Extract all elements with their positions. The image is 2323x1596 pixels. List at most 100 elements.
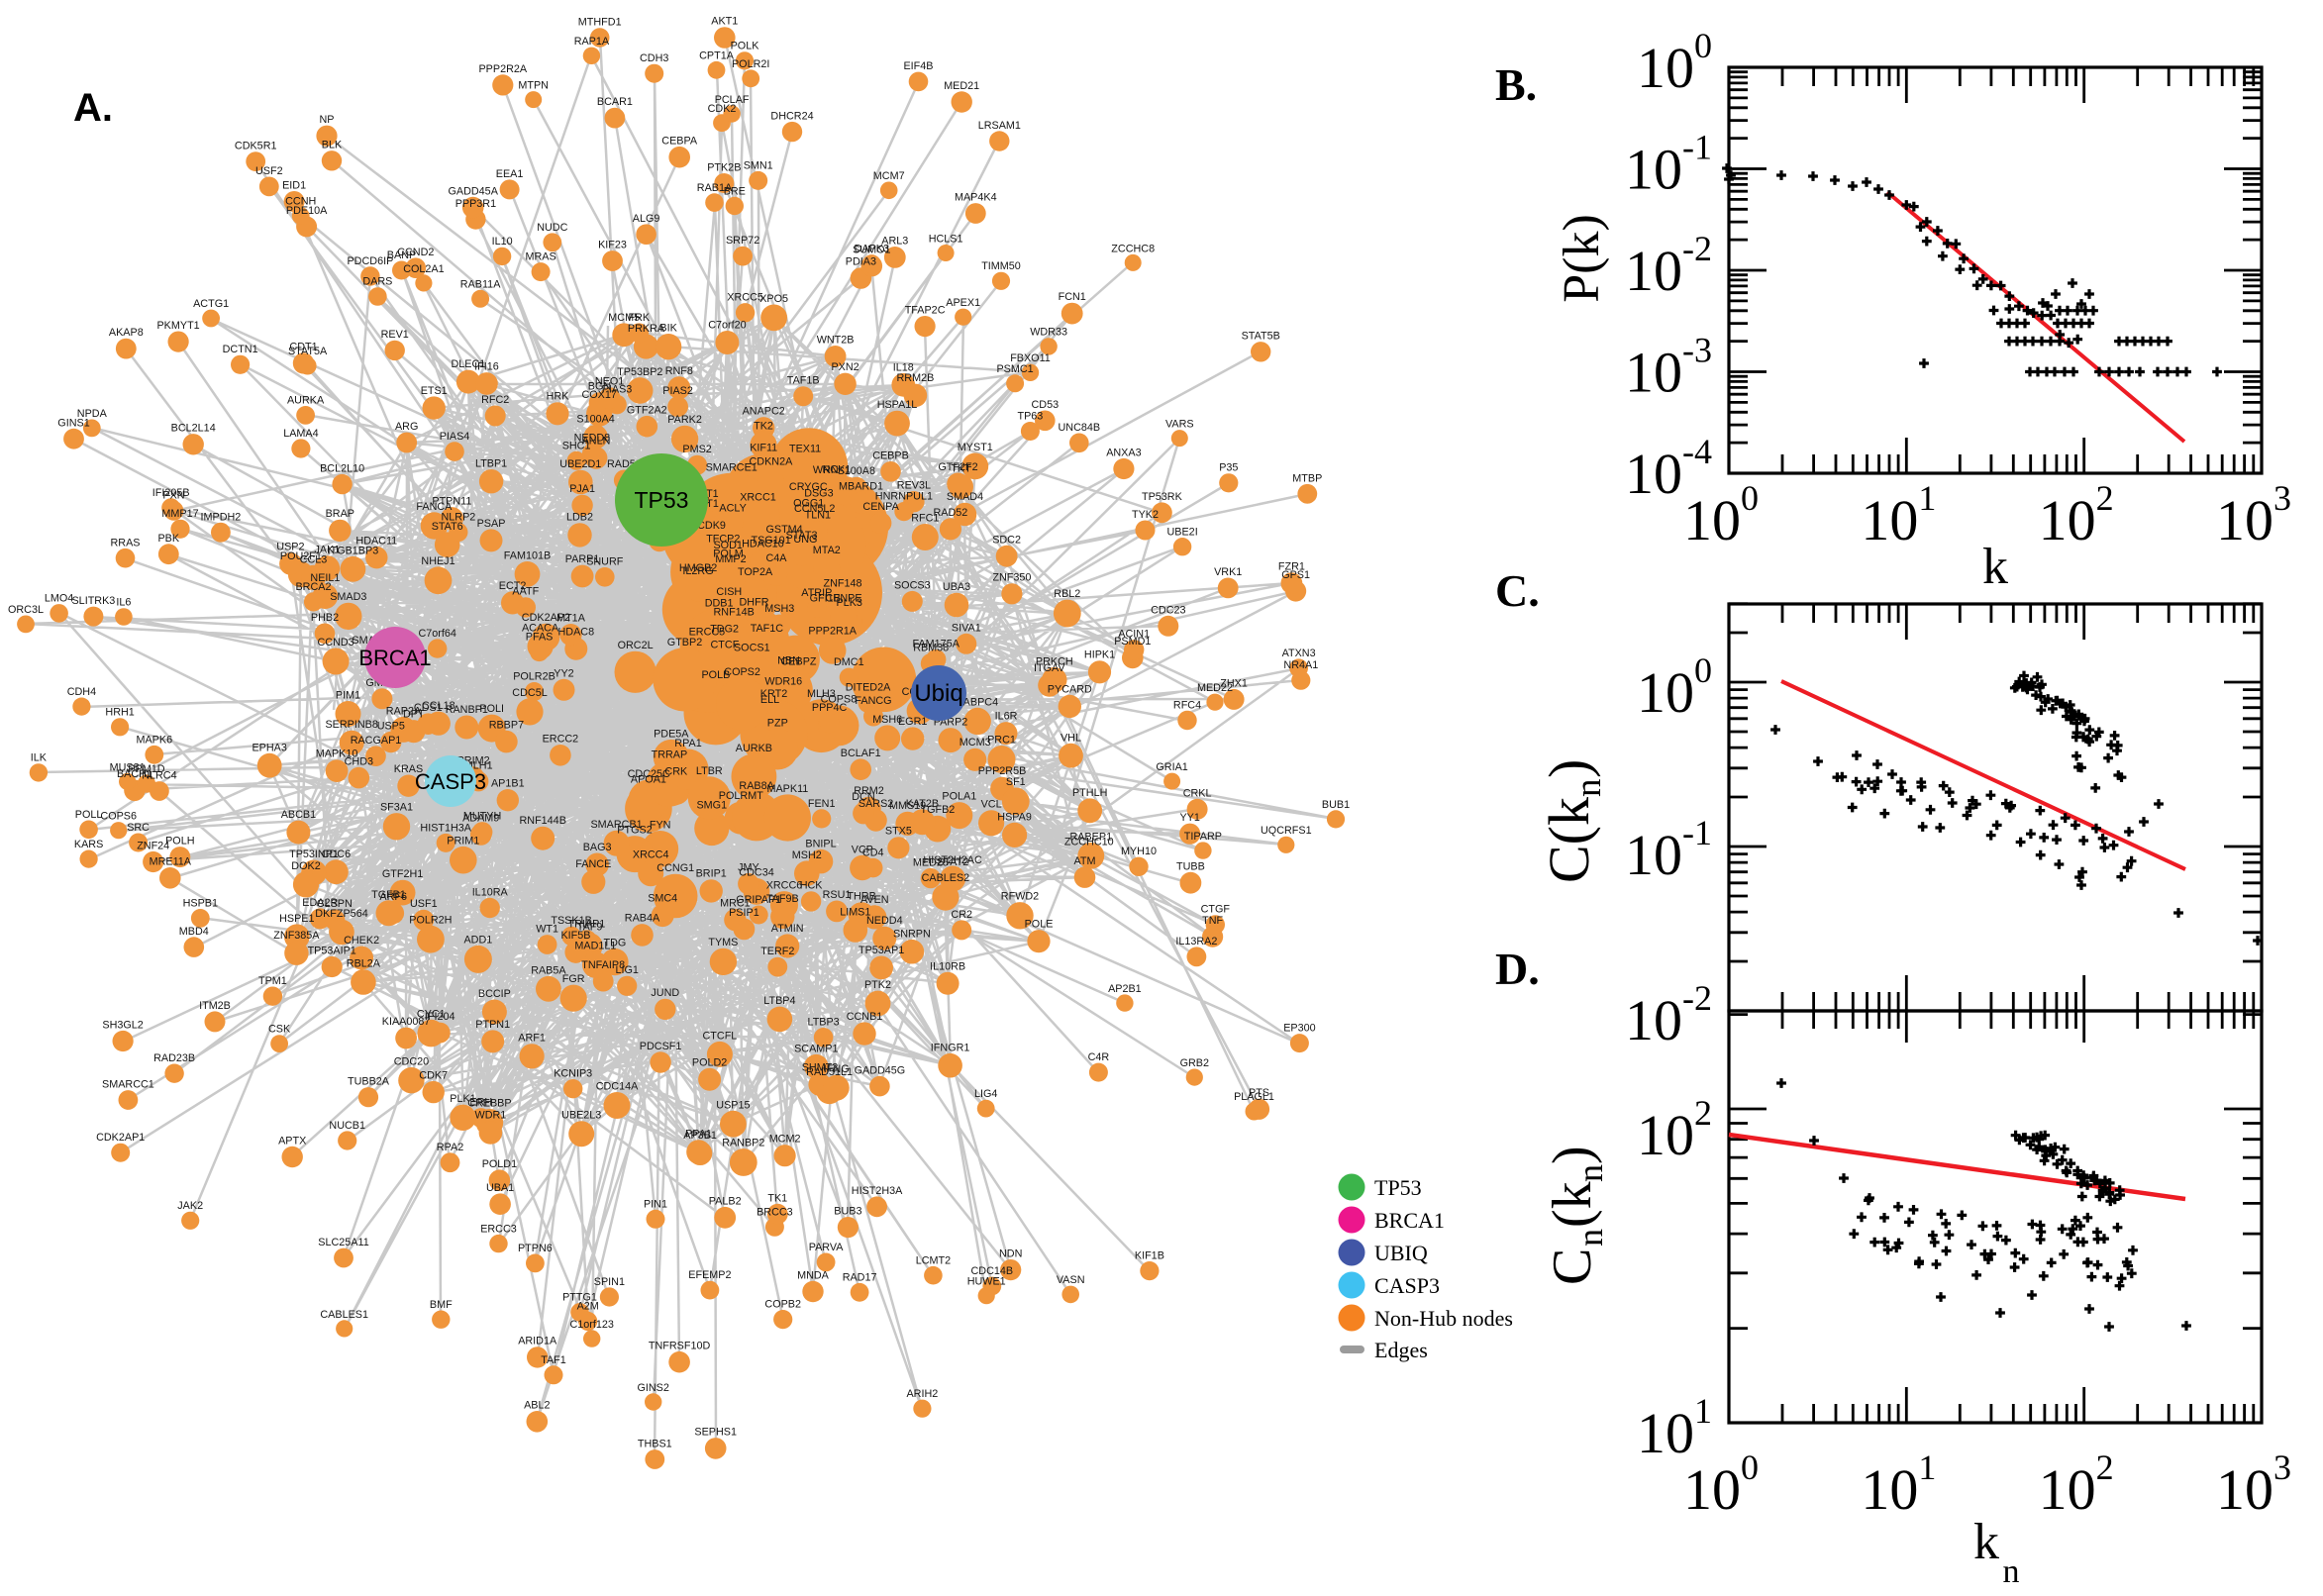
svg-text:CRYGC: CRYGC bbox=[789, 481, 828, 493]
svg-text:GTF2H1: GTF2H1 bbox=[382, 868, 423, 880]
svg-text:PLK3: PLK3 bbox=[836, 597, 861, 609]
svg-text:MMP2: MMP2 bbox=[715, 553, 746, 565]
svg-text:BCCIP: BCCIP bbox=[478, 988, 511, 1000]
svg-text:CDC20: CDC20 bbox=[394, 1056, 429, 1068]
svg-text:CD53: CD53 bbox=[1031, 399, 1059, 411]
svg-text:TP63: TP63 bbox=[1017, 411, 1043, 423]
svg-text:PARK2: PARK2 bbox=[667, 414, 702, 426]
svg-text:PPM1D: PPM1D bbox=[128, 763, 164, 775]
svg-text:BANP: BANP bbox=[387, 249, 416, 261]
svg-text:PTTG1: PTTG1 bbox=[562, 1292, 597, 1304]
svg-text:SF3A1: SF3A1 bbox=[380, 802, 413, 814]
svg-text:CCL3: CCL3 bbox=[300, 553, 328, 565]
svg-text:DKFZP564: DKFZP564 bbox=[315, 908, 367, 920]
svg-text:PMS2: PMS2 bbox=[682, 444, 711, 455]
svg-text:MSH2: MSH2 bbox=[792, 849, 822, 861]
svg-text:POLE: POLE bbox=[1025, 919, 1054, 931]
svg-text:BCL2L10: BCL2L10 bbox=[320, 462, 364, 474]
svg-text:C4R: C4R bbox=[1088, 1051, 1110, 1063]
svg-text:CTCF: CTCF bbox=[711, 640, 740, 651]
svg-text:MAP4K4: MAP4K4 bbox=[955, 192, 997, 204]
svg-text:EDA2R: EDA2R bbox=[302, 897, 338, 909]
svg-text:GTBP2: GTBP2 bbox=[667, 637, 702, 648]
svg-text:PSMD1: PSMD1 bbox=[1114, 636, 1151, 648]
svg-text:FRK: FRK bbox=[628, 312, 650, 324]
svg-text:HMGB2: HMGB2 bbox=[679, 562, 717, 574]
svg-text:UNC84B: UNC84B bbox=[1058, 422, 1100, 434]
svg-text:VRK1: VRK1 bbox=[1214, 566, 1242, 578]
svg-text:TGFB1: TGFB1 bbox=[371, 889, 406, 901]
svg-text:PTGS2: PTGS2 bbox=[617, 825, 652, 837]
svg-text:VASN: VASN bbox=[1057, 1274, 1085, 1286]
svg-text:NUDC: NUDC bbox=[537, 222, 567, 234]
svg-text:ILK: ILK bbox=[31, 752, 48, 764]
svg-text:TLN1: TLN1 bbox=[805, 510, 831, 522]
svg-text:HRK: HRK bbox=[547, 391, 570, 403]
svg-text:D.: D. bbox=[1495, 944, 1540, 994]
svg-text:UBE2D1: UBE2D1 bbox=[559, 458, 601, 470]
svg-text:MUTYH: MUTYH bbox=[463, 811, 501, 823]
svg-text:POLD1: POLD1 bbox=[482, 1158, 517, 1170]
svg-text:CISH: CISH bbox=[716, 586, 742, 598]
svg-text:PXN: PXN bbox=[162, 490, 184, 502]
svg-text:XRCC5: XRCC5 bbox=[727, 292, 763, 304]
svg-text:CDT1: CDT1 bbox=[289, 342, 317, 353]
svg-text:NLRP2: NLRP2 bbox=[441, 511, 475, 523]
svg-text:TDG2: TDG2 bbox=[710, 623, 739, 635]
svg-text:VARS: VARS bbox=[1165, 419, 1194, 431]
svg-text:FEN1: FEN1 bbox=[808, 798, 836, 810]
svg-text:WRN: WRN bbox=[813, 464, 839, 476]
svg-text:LTBP4: LTBP4 bbox=[763, 995, 795, 1007]
svg-text:DAPK3: DAPK3 bbox=[855, 244, 889, 255]
svg-text:MCM7: MCM7 bbox=[873, 170, 905, 182]
svg-text:GADD45A: GADD45A bbox=[448, 185, 498, 197]
svg-text:TP53RK: TP53RK bbox=[1142, 491, 1183, 503]
svg-text:RFC4: RFC4 bbox=[1173, 699, 1201, 711]
svg-text:UBE2I: UBE2I bbox=[1166, 527, 1197, 539]
svg-text:POLH: POLH bbox=[165, 836, 194, 848]
svg-text:HSPA9: HSPA9 bbox=[997, 811, 1032, 823]
svg-text:Non-Hub nodes: Non-Hub nodes bbox=[1374, 1306, 1513, 1331]
svg-text:XRCC1: XRCC1 bbox=[740, 492, 776, 504]
svg-text:CDK2: CDK2 bbox=[708, 103, 737, 115]
svg-text:IL10: IL10 bbox=[492, 236, 513, 248]
svg-text:PBK: PBK bbox=[157, 533, 179, 545]
svg-text:MED25: MED25 bbox=[913, 856, 949, 868]
svg-text:IFNG: IFNG bbox=[824, 1063, 850, 1075]
svg-text:BRCA1: BRCA1 bbox=[1374, 1208, 1445, 1233]
svg-text:BUB3: BUB3 bbox=[834, 1206, 861, 1218]
svg-text:MED22: MED22 bbox=[1197, 682, 1233, 694]
svg-text:BIK: BIK bbox=[659, 323, 677, 335]
svg-text:MT1A: MT1A bbox=[556, 613, 586, 625]
svg-text:MNDA: MNDA bbox=[797, 1269, 830, 1281]
svg-text:ZCCHC10: ZCCHC10 bbox=[1064, 836, 1114, 848]
svg-text:101: 101 bbox=[1637, 1391, 1712, 1465]
svg-text:KIF11: KIF11 bbox=[750, 443, 777, 454]
svg-text:PHB2: PHB2 bbox=[311, 612, 339, 624]
svg-text:PPP3R1: PPP3R1 bbox=[455, 198, 496, 210]
svg-text:PPP4C: PPP4C bbox=[812, 702, 848, 714]
svg-text:IL6R: IL6R bbox=[995, 711, 1018, 723]
svg-text:LRSAM1: LRSAM1 bbox=[978, 120, 1021, 132]
svg-text:EGR1: EGR1 bbox=[898, 716, 927, 728]
svg-text:ERCC3: ERCC3 bbox=[480, 1223, 517, 1235]
svg-text:ALG9: ALG9 bbox=[633, 213, 660, 225]
svg-text:P35: P35 bbox=[1219, 462, 1238, 474]
svg-text:OGG1: OGG1 bbox=[793, 498, 824, 510]
svg-text:GRB2: GRB2 bbox=[1180, 1057, 1209, 1069]
svg-text:RAP1A: RAP1A bbox=[574, 36, 610, 48]
svg-text:MCM5: MCM5 bbox=[608, 312, 640, 324]
svg-text:PIN1: PIN1 bbox=[644, 1198, 667, 1210]
svg-text:GINS1: GINS1 bbox=[57, 417, 89, 429]
svg-text:PTK2: PTK2 bbox=[864, 979, 891, 991]
svg-text:STAT5B: STAT5B bbox=[1242, 331, 1280, 343]
svg-text:PARP1: PARP1 bbox=[565, 553, 600, 565]
svg-text:BRAP: BRAP bbox=[326, 508, 354, 520]
svg-text:UNG: UNG bbox=[793, 534, 817, 546]
svg-text:KCNIP3: KCNIP3 bbox=[554, 1068, 592, 1080]
svg-text:POLR2B: POLR2B bbox=[513, 671, 556, 683]
svg-text:C: C bbox=[1542, 1248, 1603, 1285]
svg-text:LMO4: LMO4 bbox=[45, 593, 73, 605]
svg-text:PSAP: PSAP bbox=[477, 518, 506, 530]
svg-text:PALB2: PALB2 bbox=[709, 1195, 742, 1207]
